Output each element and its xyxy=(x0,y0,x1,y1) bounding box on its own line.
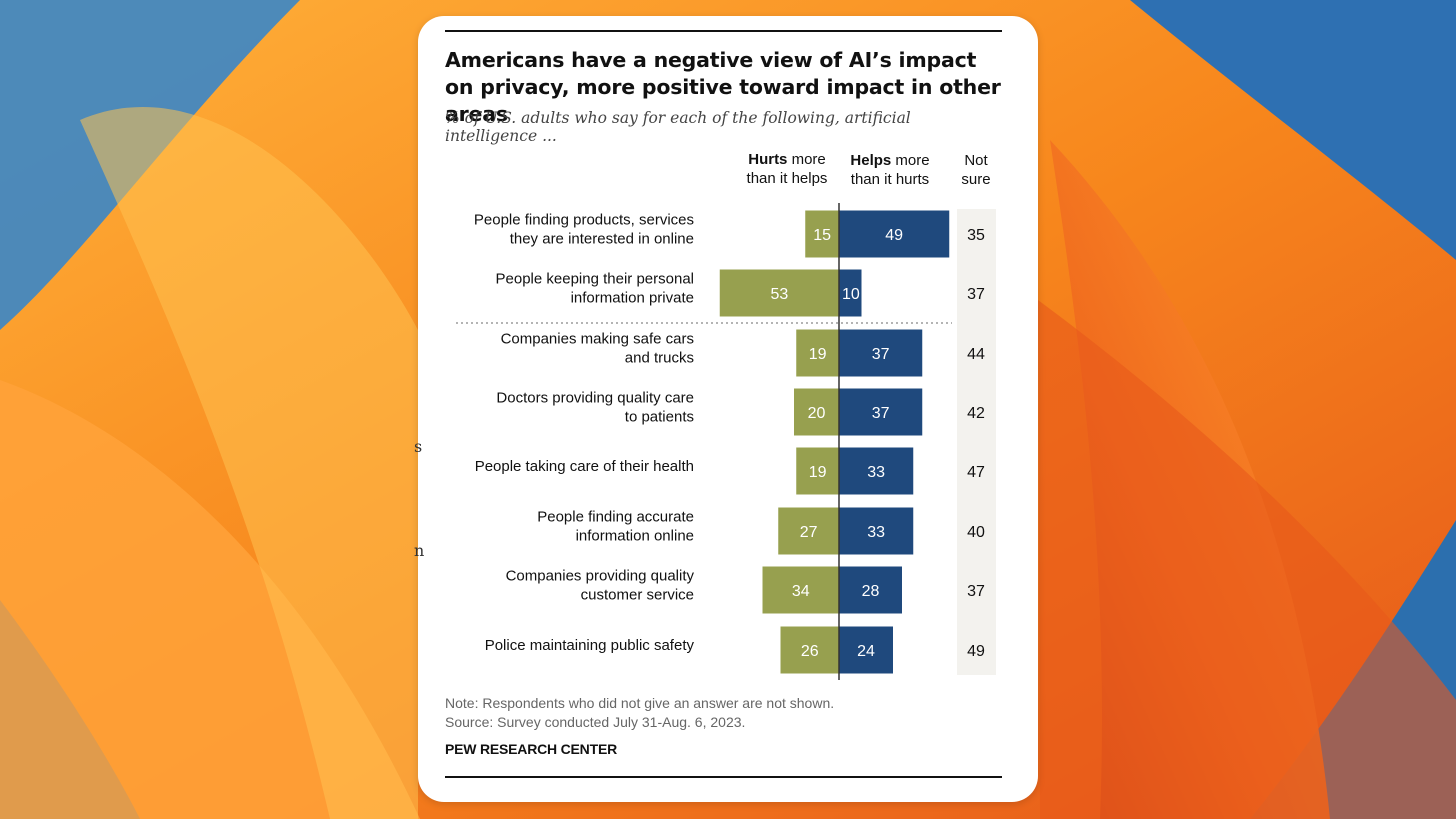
helps-data-label: 33 xyxy=(867,464,885,481)
hurts-bar xyxy=(780,626,839,674)
hurts-data-label: 53 xyxy=(770,286,788,303)
hurts-data-label: 27 xyxy=(800,524,818,541)
category-label: People taking care of their health xyxy=(475,458,694,475)
hurts-data-label: 34 xyxy=(792,583,810,600)
category-label-line: information online xyxy=(576,528,694,545)
helps-bar xyxy=(839,210,950,258)
hurts-header-rest2: than it helps xyxy=(746,170,828,187)
chart-title: Americans have a negative view of AI’s i… xyxy=(445,48,1001,126)
category-label-line: to patients xyxy=(625,409,694,426)
category-label: Doctors providing quality care to patient… xyxy=(496,390,694,426)
helps-header-bold: Helps xyxy=(850,152,892,169)
bottom-rule xyxy=(445,776,1002,778)
chart-subtitle: % of U.S. adults who say for each of the… xyxy=(445,109,911,145)
notsure-header-1: Not xyxy=(964,152,988,169)
category-label: Companies providing quality customer serv… xyxy=(506,568,695,604)
hurts-column-header: Hurts more than it helps xyxy=(736,150,838,188)
helps-bar xyxy=(839,388,923,436)
hurts-bar xyxy=(805,210,839,258)
notsure-data-label: 35 xyxy=(967,227,985,244)
category-label: People finding products, services they ar… xyxy=(474,212,694,248)
hurts-data-label: 15 xyxy=(813,227,831,244)
category-label-line: People keeping their personal xyxy=(496,271,694,288)
category-label-line: they are interested in online xyxy=(510,231,694,248)
helps-data-label: 10 xyxy=(842,286,860,303)
helps-bar xyxy=(839,447,914,495)
pew-research-center-logo: PEW RESEARCH CENTER xyxy=(445,741,617,757)
helps-bar xyxy=(839,269,862,317)
helps-bar xyxy=(839,329,923,377)
category-label: Police maintaining public safety xyxy=(485,637,695,654)
notsure-data-label: 42 xyxy=(967,405,985,422)
helps-bar xyxy=(839,626,893,674)
hurts-data-label: 19 xyxy=(809,464,827,481)
helps-bar xyxy=(839,566,902,614)
hurts-bar xyxy=(762,566,839,614)
helps-header-rest2: than it hurts xyxy=(850,171,930,188)
edge-glyph-s: s xyxy=(414,437,423,456)
source-text: Source: Survey conducted July 31-Aug. 6,… xyxy=(445,714,746,730)
hurts-bar xyxy=(719,269,839,317)
hurts-bar xyxy=(796,447,839,495)
helps-bar xyxy=(839,507,914,555)
chart-card xyxy=(418,16,1038,802)
helps-data-label: 37 xyxy=(872,346,890,363)
hurts-header-bold: Hurts xyxy=(748,151,788,168)
category-label-line: Doctors providing quality care xyxy=(496,390,694,407)
category-label-line: Companies making safe cars xyxy=(501,331,694,348)
helps-data-label: 33 xyxy=(867,524,885,541)
hurts-bar xyxy=(778,507,839,555)
category-label-line: customer service xyxy=(581,587,694,604)
hurts-data-label: 19 xyxy=(809,346,827,363)
hurts-header-rest1: more xyxy=(791,151,826,168)
hurts-bar xyxy=(796,329,839,377)
edge-glyph-n: n xyxy=(414,541,425,560)
category-label: Companies making safe cars and trucks xyxy=(501,331,694,367)
notsure-data-label: 37 xyxy=(967,286,985,303)
category-label: People finding accurate information onlin… xyxy=(537,509,694,545)
notsure-data-label: 44 xyxy=(967,346,985,363)
category-label: People keeping their personal information… xyxy=(496,271,694,307)
notsure-header-2: sure xyxy=(961,171,991,188)
category-label-line: Companies providing quality xyxy=(506,568,695,585)
notsure-data-label: 40 xyxy=(967,524,985,541)
helps-data-label: 37 xyxy=(872,405,890,422)
notsure-data-label: 37 xyxy=(967,583,985,600)
hurts-data-label: 20 xyxy=(808,405,826,422)
notsure-column-background xyxy=(957,209,996,675)
helps-data-label: 28 xyxy=(862,583,880,600)
top-rule xyxy=(445,30,1002,32)
hurts-bar xyxy=(794,388,839,436)
category-label-line: People finding products, services xyxy=(474,212,694,229)
notsure-data-label: 47 xyxy=(967,464,985,481)
helps-data-label: 49 xyxy=(885,227,903,244)
notsure-column-header: Not sure xyxy=(952,151,1000,189)
category-label-line: People finding accurate xyxy=(537,509,694,526)
helps-column-header: Helps more than it hurts xyxy=(840,151,940,189)
category-label-line: and trucks xyxy=(625,350,694,367)
helps-data-label: 24 xyxy=(857,643,875,660)
category-label-line: People taking care of their health xyxy=(475,458,694,475)
category-label-line: information private xyxy=(571,290,694,307)
helps-header-rest1: more xyxy=(895,152,930,169)
notsure-data-label: 49 xyxy=(967,643,985,660)
hurts-data-label: 26 xyxy=(801,643,819,660)
category-label-line: Police maintaining public safety xyxy=(485,637,695,654)
note-text: Note: Respondents who did not give an an… xyxy=(445,695,835,711)
